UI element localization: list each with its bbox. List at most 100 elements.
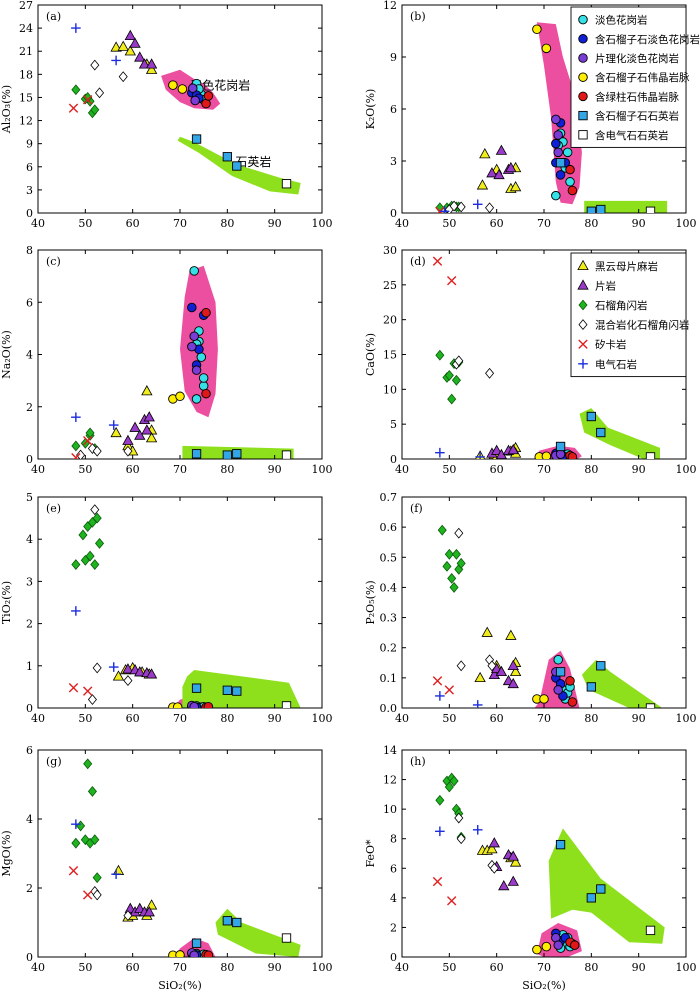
y-tick-label: 30	[383, 244, 397, 257]
point-tourmalinite	[435, 691, 445, 701]
point-garnet-light-granite	[551, 138, 561, 149]
point-schist	[141, 424, 153, 435]
field-quartzite	[548, 828, 665, 944]
x-tick-label: 80	[584, 712, 598, 725]
x-tick-label: 70	[173, 217, 187, 230]
point-garnet-pegmatite	[168, 80, 178, 90]
point-garnet-amphibolite	[71, 837, 81, 849]
x-tick-label: 50	[442, 961, 456, 974]
data-points	[68, 758, 292, 957]
point-schist	[145, 58, 158, 69]
point-garnet-amphibolite	[90, 104, 100, 116]
point-schist	[143, 906, 155, 917]
point-skarn	[432, 676, 443, 686]
panel-a: 40 50 60 70 80 90 100 0 3 6 9 12 15 18 21 24 27 Al₂O₃(%) (…	[0, 0, 333, 230]
x-tick-label: 70	[173, 712, 187, 725]
y-axis-label: K₂O(%)	[364, 89, 377, 130]
x-tick-label: 40	[31, 217, 45, 230]
point-garnet-amphibolite	[92, 512, 102, 524]
point-migmatitized-amphibolite	[92, 889, 102, 901]
y-tick-label: 0.3	[380, 612, 398, 625]
point-schist	[129, 421, 141, 432]
y-tick-label: 0	[26, 702, 33, 715]
x-tick-label: 80	[220, 463, 234, 476]
point-phyllite-light-granite	[553, 130, 563, 140]
point-tourmaline-pegmatite	[567, 697, 578, 707]
point-migmatitized-amphibolite	[118, 71, 128, 83]
data-points	[68, 23, 292, 189]
point-schist	[134, 429, 146, 440]
y-tick-label: 15	[383, 349, 397, 362]
y-tick-label: 2	[26, 401, 33, 414]
point-garnet-quartzite	[596, 661, 606, 671]
point-light-granite	[196, 352, 207, 362]
point-garnet-amphibolite	[435, 349, 445, 361]
x-tick-label: 100	[676, 463, 697, 476]
point-tourmaline-quartzite	[645, 206, 656, 213]
legend-granites: 淡色花岗岩含石榴子石淡色花岗岩片理化淡色花岗岩含石榴子石伟晶岩脉含绿柱石伟晶岩脉…	[570, 6, 700, 148]
y-tick-label: 8	[390, 833, 397, 846]
legend-label: 黑云母片麻岩	[595, 260, 658, 273]
point-migmatitized-amphibolite	[90, 504, 100, 516]
x-tick-label: 100	[312, 217, 333, 230]
point-garnet-amphibolite	[447, 572, 457, 584]
legend-label: 含绿柱石伟晶岩脉	[595, 90, 679, 103]
y-tick-label: 0	[390, 207, 397, 220]
y-tick-label: 14	[383, 744, 397, 757]
point-migmatitized-amphibolite	[485, 367, 495, 379]
point-phyllite-light-granite	[188, 83, 198, 93]
legend-label: 含石榴子石伟晶岩脉	[595, 71, 690, 84]
point-schist	[488, 837, 500, 848]
point-migmatitized-amphibolite	[454, 812, 464, 824]
point-migmatitized-amphibolite	[76, 449, 86, 459]
point-skarn	[71, 452, 81, 459]
y-tick-label: 3	[26, 575, 33, 588]
point-migmatitized-amphibolite	[87, 443, 97, 454]
y-tick-label: 6	[26, 744, 33, 757]
x-tick-label: 60	[126, 712, 140, 725]
point-tourmalinite	[472, 700, 483, 708]
legend-label: 电气石岩	[595, 358, 637, 371]
point-schist	[134, 666, 146, 677]
point-schist	[495, 665, 508, 677]
x-tick-label: 40	[31, 961, 45, 974]
point-garnet-quartzite	[586, 893, 596, 903]
y-tick-label: 6	[26, 296, 33, 309]
x-tick-label: 60	[126, 217, 140, 230]
x-tick-label: 80	[584, 961, 598, 974]
point-light-granite	[191, 394, 202, 404]
point-schist	[486, 167, 498, 178]
y-tick-label: 9	[390, 51, 397, 64]
point-garnet-light-granite	[555, 170, 566, 180]
point-migmatitized-amphibolite	[92, 445, 102, 457]
y-tick-label: 1	[26, 660, 33, 673]
point-tourmalinite	[435, 447, 445, 458]
y-tick-label: 4	[26, 533, 33, 546]
x-tick-label: 70	[173, 961, 187, 974]
point-migmatitized-amphibolite	[487, 660, 497, 672]
point-garnet-quartzite	[555, 667, 566, 677]
y-axis-label: TiO₂(%)	[0, 581, 13, 624]
point-garnet-pegmatite	[175, 391, 185, 402]
point-schist	[505, 161, 517, 173]
x-tick-label: 80	[220, 961, 234, 974]
y-tick-label: 0.1	[380, 672, 398, 685]
point-schist	[122, 434, 134, 445]
point-garnet-amphibolite	[442, 560, 452, 572]
point-phyllite-light-granite	[191, 365, 202, 375]
point-garnet-quartzite	[596, 427, 606, 438]
y-tick-label: 2	[26, 882, 33, 895]
x-tick-label: 60	[490, 712, 504, 725]
point-skarn	[447, 896, 457, 906]
x-tick-label: 50	[78, 463, 92, 476]
x-tick-label: 100	[676, 961, 697, 974]
point-garnet-quartzite	[596, 884, 606, 894]
x-tick-label: 50	[442, 217, 456, 230]
legend-label: 含电气石石英岩	[595, 129, 669, 142]
point-garnet-pegmatite	[539, 694, 549, 704]
point-garnet-amphibolite	[435, 202, 445, 213]
point-phyllite-light-granite	[553, 685, 563, 695]
point-skarn	[444, 685, 455, 695]
point-biotite-gneiss	[476, 179, 489, 190]
point-schist	[134, 51, 146, 62]
